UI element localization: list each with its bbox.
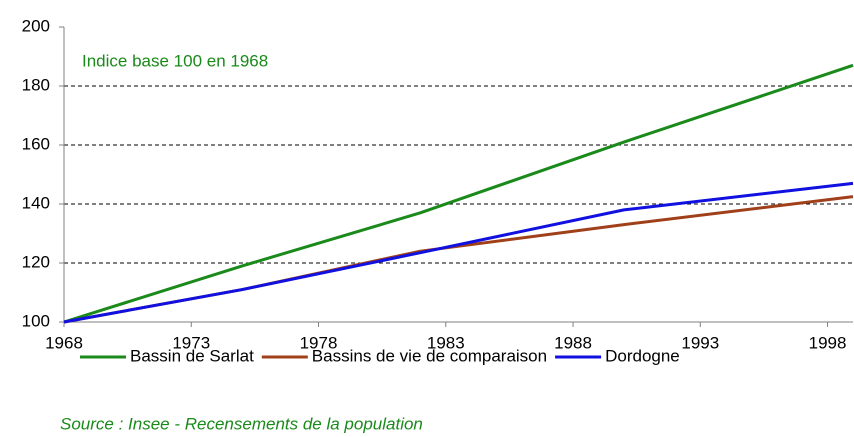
source-note: Source : Insee - Recensements de la popu… bbox=[60, 414, 423, 433]
y-tick-label: 120 bbox=[22, 252, 50, 271]
x-tick-label: 1973 bbox=[172, 333, 210, 352]
y-tick-label: 100 bbox=[22, 311, 50, 330]
x-tick-label: 1968 bbox=[45, 333, 83, 352]
legend-label: Bassin de Sarlat bbox=[130, 346, 254, 365]
y-tick-label: 140 bbox=[22, 193, 50, 212]
x-tick-label: 1998 bbox=[809, 333, 847, 352]
series-line bbox=[63, 63, 854, 324]
x-tick-label: 1988 bbox=[554, 333, 592, 352]
x-tick-label: 1983 bbox=[427, 333, 465, 352]
x-tick-label: 1993 bbox=[681, 333, 719, 352]
y-tick-label: 180 bbox=[22, 75, 50, 94]
annotation: Indice base 100 en 1968 bbox=[82, 51, 268, 70]
legend-label: Bassins de vie de comparaison bbox=[312, 346, 547, 365]
series-line bbox=[63, 181, 854, 324]
x-tick-label: 1978 bbox=[300, 333, 338, 352]
y-tick-label: 160 bbox=[22, 134, 50, 153]
series-line bbox=[63, 195, 854, 324]
y-tick-label: 200 bbox=[22, 16, 50, 35]
legend-label: Dordogne bbox=[605, 346, 680, 365]
